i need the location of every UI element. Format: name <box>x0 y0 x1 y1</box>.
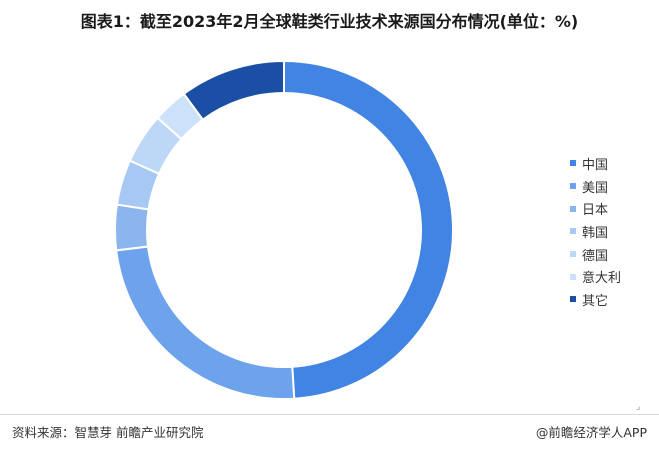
legend: 中国美国日本韩国德国意大利其它 <box>570 152 621 311</box>
legend-swatch <box>570 205 576 212</box>
legend-swatch <box>570 183 576 190</box>
legend-label: 美国 <box>582 180 609 196</box>
legend-swatch <box>570 160 576 167</box>
chart-title: 图表1：截至2023年2月全球鞋类行业技术来源国分布情况(单位：%) <box>80 12 579 31</box>
legend-label: 其它 <box>582 293 609 309</box>
legend-swatch <box>570 296 576 303</box>
legend-item: 意大利 <box>570 265 621 288</box>
source-note: 资料来源：智慧芽 前瞻产业研究院 <box>12 425 204 440</box>
legend-swatch <box>570 251 576 258</box>
legend-item: 美国 <box>570 175 621 198</box>
legend-item: 德国 <box>570 243 621 266</box>
donut-slice-1 <box>283 59 455 400</box>
legend-item: 日本 <box>570 197 621 220</box>
legend-item: 其它 <box>570 288 621 311</box>
corner-mark: ⌟ <box>636 402 641 412</box>
brand-credit: @前瞻经济学人APP <box>535 425 647 440</box>
legend-label: 意大利 <box>582 271 622 287</box>
legend-label: 德国 <box>582 248 609 264</box>
footer-divider <box>0 414 659 415</box>
donut-slice-3 <box>114 203 150 252</box>
legend-label: 中国 <box>582 157 609 173</box>
legend-swatch <box>570 273 576 280</box>
legend-item: 中国 <box>570 152 621 175</box>
legend-item: 韩国 <box>570 220 621 243</box>
legend-label: 韩国 <box>582 225 609 241</box>
donut-slice-2 <box>115 245 296 400</box>
legend-swatch <box>570 228 576 235</box>
donut-slice-7 <box>182 59 285 122</box>
legend-label: 日本 <box>582 203 609 219</box>
